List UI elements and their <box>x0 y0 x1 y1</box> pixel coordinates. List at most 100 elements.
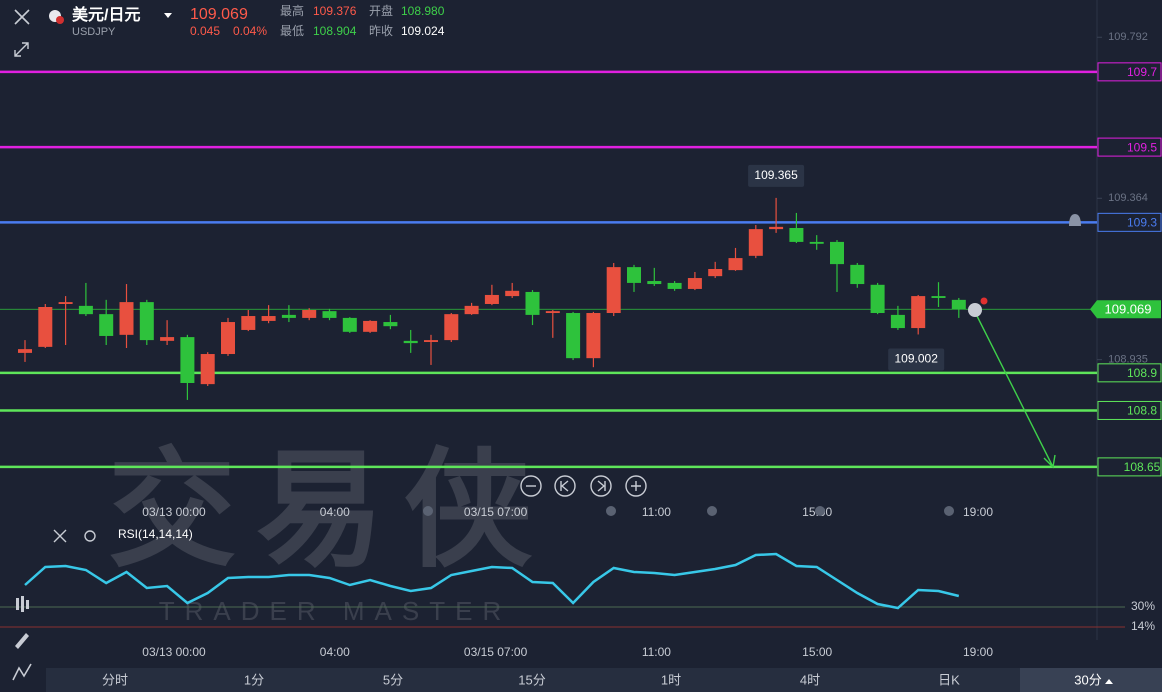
low-label: 最低 <box>280 24 304 38</box>
y-tick-label: 108.935 <box>1108 354 1148 366</box>
level-label-box <box>1097 62 1162 82</box>
tab[interactable]: 日K <box>938 672 960 687</box>
candle-body <box>302 310 317 318</box>
level-label: 109.5 <box>1127 140 1157 154</box>
tab[interactable]: 1时 <box>661 672 681 687</box>
alert-dot <box>980 297 988 305</box>
candle-body <box>606 267 621 314</box>
candle-body <box>627 267 641 283</box>
level-label-box <box>1097 363 1162 383</box>
candle-body <box>281 314 296 318</box>
low-label-box <box>888 348 945 371</box>
scroll-start[interactable] <box>554 475 576 497</box>
candle-body <box>748 229 763 256</box>
x-tick-label: 03/13 00:00 <box>142 505 206 519</box>
close-button[interactable] <box>14 9 30 25</box>
zoom-out[interactable] <box>520 475 542 497</box>
candle-body <box>566 313 581 359</box>
change-pct: 0.04% <box>233 24 267 38</box>
symbol-name[interactable]: 美元/日元 <box>72 5 140 24</box>
tool-candles[interactable] <box>26 600 29 609</box>
candle-body <box>38 306 53 347</box>
event-marker <box>423 506 433 516</box>
high: 109.376 <box>313 4 357 18</box>
candle-body <box>647 281 662 285</box>
level-label: 108.8 <box>1127 404 1157 418</box>
tab[interactable]: 1分 <box>244 672 264 687</box>
y-tick-label: 109.792 <box>1108 31 1148 43</box>
active-tab[interactable]: 30分 <box>1074 672 1101 687</box>
candle-body <box>160 337 175 341</box>
candle-body <box>58 302 73 304</box>
candle-body <box>769 226 784 230</box>
candle-body <box>809 241 824 244</box>
rsi-line <box>24 552 960 610</box>
zoom-in <box>631 481 641 491</box>
tool-draw[interactable] <box>15 633 29 649</box>
tool-indicator[interactable] <box>12 663 32 681</box>
candle-body <box>890 314 905 329</box>
price-chart: 109.792 109.364 108.935 109.7 109.5 109.3 108.… <box>0 31 1162 659</box>
shrink-button[interactable] <box>14 42 29 57</box>
candle-body <box>931 296 946 298</box>
candle-body <box>424 340 438 342</box>
candle-body <box>708 268 723 277</box>
candle-body <box>850 264 865 285</box>
tool-candles[interactable] <box>16 598 19 610</box>
rsi-close[interactable] <box>53 529 67 543</box>
tab[interactable]: 4时 <box>800 672 820 687</box>
symbol-code: USDJPY <box>72 26 116 38</box>
candle-body <box>870 284 885 314</box>
event-marker <box>707 506 717 516</box>
candle-body <box>830 241 844 265</box>
level-label: 109.7 <box>1127 65 1157 79</box>
tab[interactable]: 5分 <box>383 672 403 687</box>
prev-label: 昨收 <box>369 24 393 38</box>
high-label-box <box>748 164 805 187</box>
symbol-dropdown[interactable] <box>164 13 172 18</box>
candle-body <box>586 313 601 359</box>
rsi-x-tick-label: 03/13 00:00 <box>142 645 206 659</box>
high-value-label: 109.365 <box>754 168 798 182</box>
candle-body <box>545 311 560 314</box>
tab[interactable]: 15分 <box>518 672 545 687</box>
low: 108.904 <box>313 24 357 38</box>
x-tick-label: 11:00 <box>642 505 671 519</box>
candle-body <box>241 316 256 330</box>
candle-body <box>261 316 276 321</box>
x-tick-label: 19:00 <box>963 505 993 519</box>
candle-body <box>911 296 926 329</box>
tab-dropdown[interactable] <box>1105 679 1113 684</box>
rsi-settings[interactable] <box>84 530 96 542</box>
tool-candles[interactable] <box>21 596 24 612</box>
zoom-in[interactable] <box>625 475 647 497</box>
level-label: 108.65 <box>1124 460 1161 474</box>
scroll-end[interactable] <box>590 475 612 497</box>
open-label: 开盘 <box>369 3 393 18</box>
level-label-box <box>1097 457 1162 477</box>
rsi-x-tick-label: 11:00 <box>642 645 671 659</box>
candle-body <box>99 314 114 336</box>
bell-icon[interactable] <box>1069 214 1081 226</box>
level-label: 108.9 <box>1127 366 1157 380</box>
candle-body <box>383 322 398 327</box>
candle-body <box>789 227 804 242</box>
watermark: 交易侠 TRADER MASTER <box>108 439 532 626</box>
price: 109.069 <box>190 6 248 23</box>
event-marker <box>815 506 825 516</box>
candle-body <box>322 311 337 318</box>
info-icon[interactable] <box>968 303 982 317</box>
high-label: 最高 <box>280 3 304 18</box>
rsi-tick-label: 30% <box>1131 599 1155 613</box>
low-value-label: 109.002 <box>895 352 939 366</box>
event-marker <box>944 506 954 516</box>
tab[interactable]: 分时 <box>102 672 128 687</box>
candle-body <box>505 290 520 297</box>
rsi-title: RSI(14,14,14) <box>118 527 193 541</box>
candle-body <box>119 302 134 335</box>
prev-close: 109.024 <box>401 24 445 38</box>
candle-body <box>221 322 235 355</box>
level-label: 109.3 <box>1127 216 1157 230</box>
candle-body <box>951 299 966 310</box>
